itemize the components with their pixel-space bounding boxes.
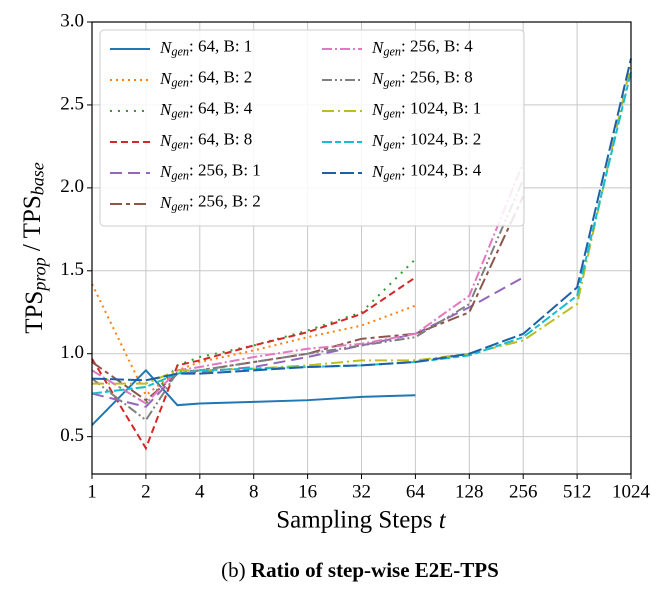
x-tick-label: 512 <box>563 481 592 502</box>
x-tick-label: 4 <box>195 481 205 502</box>
x-tick-label: 16 <box>298 481 317 502</box>
caption-text: Ratio of step-wise E2E-TPS <box>251 558 499 582</box>
x-tick-label: 128 <box>455 481 484 502</box>
y-tick-label: 3.0 <box>60 10 84 31</box>
series-line <box>92 63 632 385</box>
x-tick-label: 64 <box>406 481 426 502</box>
series-line <box>91 276 524 408</box>
series-line <box>91 276 416 451</box>
x-axis-label: Sampling Steps t <box>276 507 447 534</box>
caption: (b) Ratio of step-wise E2E-TPS <box>221 558 499 582</box>
x-tick-label: 1024 <box>612 481 651 502</box>
caption-label: (b) <box>221 558 246 582</box>
lines <box>91 58 632 451</box>
x-tick-label: 8 <box>249 481 259 502</box>
series-line <box>91 368 416 426</box>
legend-box <box>99 29 525 227</box>
y-tick-label: 2.5 <box>60 93 84 114</box>
series-line <box>91 58 632 382</box>
series-line <box>91 162 525 405</box>
series-line <box>91 179 525 422</box>
x-tick-label: 1 <box>87 481 97 502</box>
x-tick-label: 256 <box>509 481 538 502</box>
x-tick-label: 32 <box>352 481 371 502</box>
y-axis-label: TPSprop​ / TPSbase​ <box>19 162 50 334</box>
series-line <box>91 195 525 402</box>
x-tick-label: 2 <box>141 481 151 502</box>
y-tick-label: 2.0 <box>60 176 84 197</box>
y-tick-label: 1.0 <box>60 342 84 363</box>
y-tick-label: 0.5 <box>60 425 84 446</box>
y-tick-label: 1.5 <box>60 259 84 280</box>
